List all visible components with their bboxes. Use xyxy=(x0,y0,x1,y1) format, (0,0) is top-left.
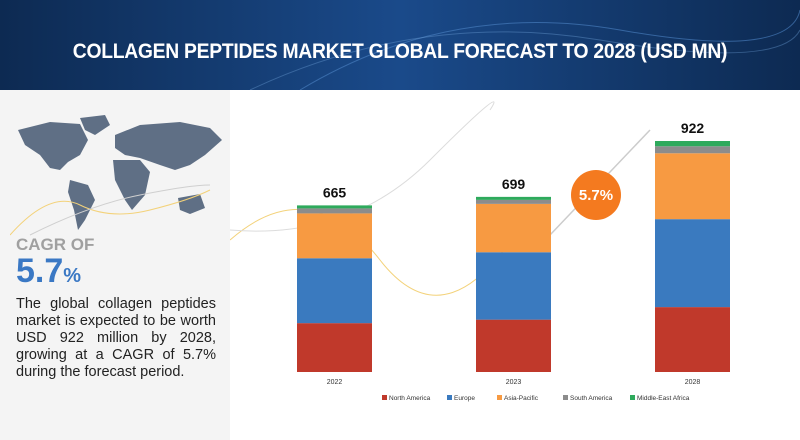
legend-label: Middle-East Africa xyxy=(637,395,690,402)
legend-swatch xyxy=(563,395,568,400)
cagr-number: 5.7 xyxy=(16,252,64,290)
bar-segment-middle-east-africa xyxy=(655,141,730,147)
x-tick-label: 2023 xyxy=(506,379,522,386)
bar-segment-north-america xyxy=(655,307,730,372)
bar-segment-middle-east-africa xyxy=(476,196,551,200)
legend-label: South America xyxy=(570,395,613,402)
legend-label: Europe xyxy=(454,395,475,402)
market-description: The global collagen peptides market is e… xyxy=(16,296,216,380)
stacked-bar-chart: 665 2022 699 2023 922 2028 North America Europ… xyxy=(230,101,730,402)
bar-segment-north-america xyxy=(297,323,372,372)
total-label: 665 xyxy=(323,184,347,200)
decorative-curve xyxy=(230,101,495,232)
x-tick-label: 2028 xyxy=(685,379,701,386)
legend-swatch xyxy=(497,395,502,400)
cagr-unit: % xyxy=(63,265,82,287)
bar-segment-europe xyxy=(655,219,730,308)
bar-segment-south-america xyxy=(655,146,730,154)
legend-label: Asia-Pacific xyxy=(504,395,539,402)
page-title: COLLAGEN PEPTIDES MARKET GLOBAL FORECAST… xyxy=(72,40,728,63)
header-decoration xyxy=(249,9,800,90)
total-label: 922 xyxy=(681,120,705,136)
total-label: 699 xyxy=(502,176,526,192)
header-banner: COLLAGEN PEPTIDES MARKET GLOBAL FORECAST… xyxy=(0,0,800,90)
cagr-value: 5.7% xyxy=(16,252,81,291)
legend-swatch xyxy=(382,395,387,400)
bar-segment-asia-pacific xyxy=(297,213,372,259)
bar-segment-europe xyxy=(476,252,551,320)
bar-segment-south-america xyxy=(297,208,372,214)
bar-segment-middle-east-africa xyxy=(297,205,372,209)
bar-segment-south-america xyxy=(476,199,551,204)
cagr-label: CAGR OF xyxy=(16,235,95,254)
bar-segment-asia-pacific xyxy=(655,153,730,220)
legend-swatch xyxy=(630,395,635,400)
cagr-bubble: 5.7% xyxy=(571,170,621,220)
summary-panel: CAGR OF 5.7% The global collagen peptide… xyxy=(0,90,230,440)
world-map-icon xyxy=(10,115,222,236)
bar-segment-asia-pacific xyxy=(476,203,551,253)
legend-swatch xyxy=(447,395,452,400)
legend-label: North America xyxy=(389,395,431,402)
bar-segment-europe xyxy=(297,258,372,324)
bar-segment-north-america xyxy=(476,319,551,372)
x-tick-label: 2022 xyxy=(327,379,343,386)
